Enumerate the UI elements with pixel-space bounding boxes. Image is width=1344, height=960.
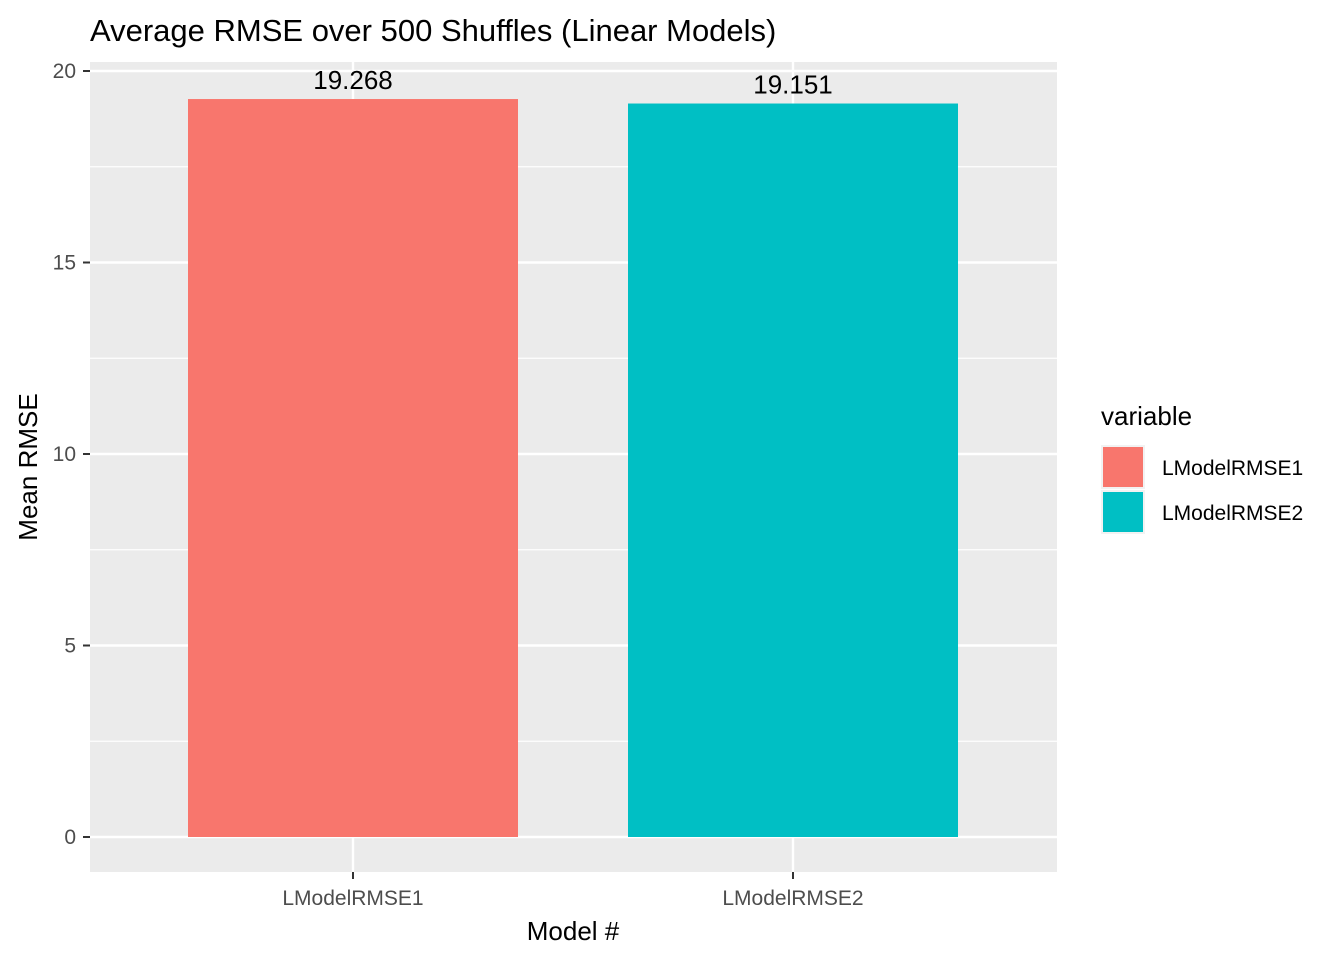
bar-LModelRMSE1 [188,99,518,838]
x-tick-label: LModelRMSE2 [722,887,863,910]
x-axis: LModelRMSE1 LModelRMSE2 [282,872,864,910]
x-tick-label: LModelRMSE1 [282,887,423,910]
y-tick-label: 20 [53,60,76,83]
bars [188,99,958,838]
legend-swatch [1103,447,1143,487]
bar-LModelRMSE2 [628,103,958,837]
legend-label: LModelRMSE1 [1162,457,1303,480]
y-axis: 0 5 10 15 20 [53,60,90,849]
legend-title: variable [1101,401,1192,431]
y-tick-label: 0 [64,826,76,849]
x-axis-title: Model # [527,916,620,946]
y-axis-title: Mean RMSE [13,393,43,540]
data-label: 19.151 [753,70,833,100]
data-labels: 19.268 19.151 [313,65,833,99]
y-tick-label: 15 [53,252,76,275]
y-tick-label: 5 [64,635,76,658]
legend: variable LModelRMSE1 LModelRMSE2 [1101,401,1303,534]
legend-swatch [1103,492,1143,532]
legend-label: LModelRMSE2 [1162,502,1303,525]
data-label: 19.268 [313,65,393,95]
y-tick-label: 10 [53,443,76,466]
chart-title: Average RMSE over 500 Shuffles (Linear M… [90,13,776,48]
